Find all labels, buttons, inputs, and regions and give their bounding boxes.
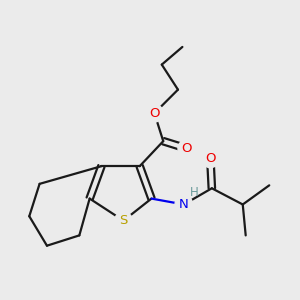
Text: H: H <box>190 186 199 199</box>
Circle shape <box>202 150 219 168</box>
Circle shape <box>178 140 196 158</box>
Circle shape <box>146 104 163 122</box>
Text: S: S <box>119 214 128 227</box>
Text: O: O <box>205 152 216 165</box>
Text: N: N <box>179 198 189 211</box>
Text: O: O <box>149 107 160 120</box>
Text: O: O <box>182 142 192 155</box>
Circle shape <box>115 212 132 230</box>
Circle shape <box>175 196 193 213</box>
